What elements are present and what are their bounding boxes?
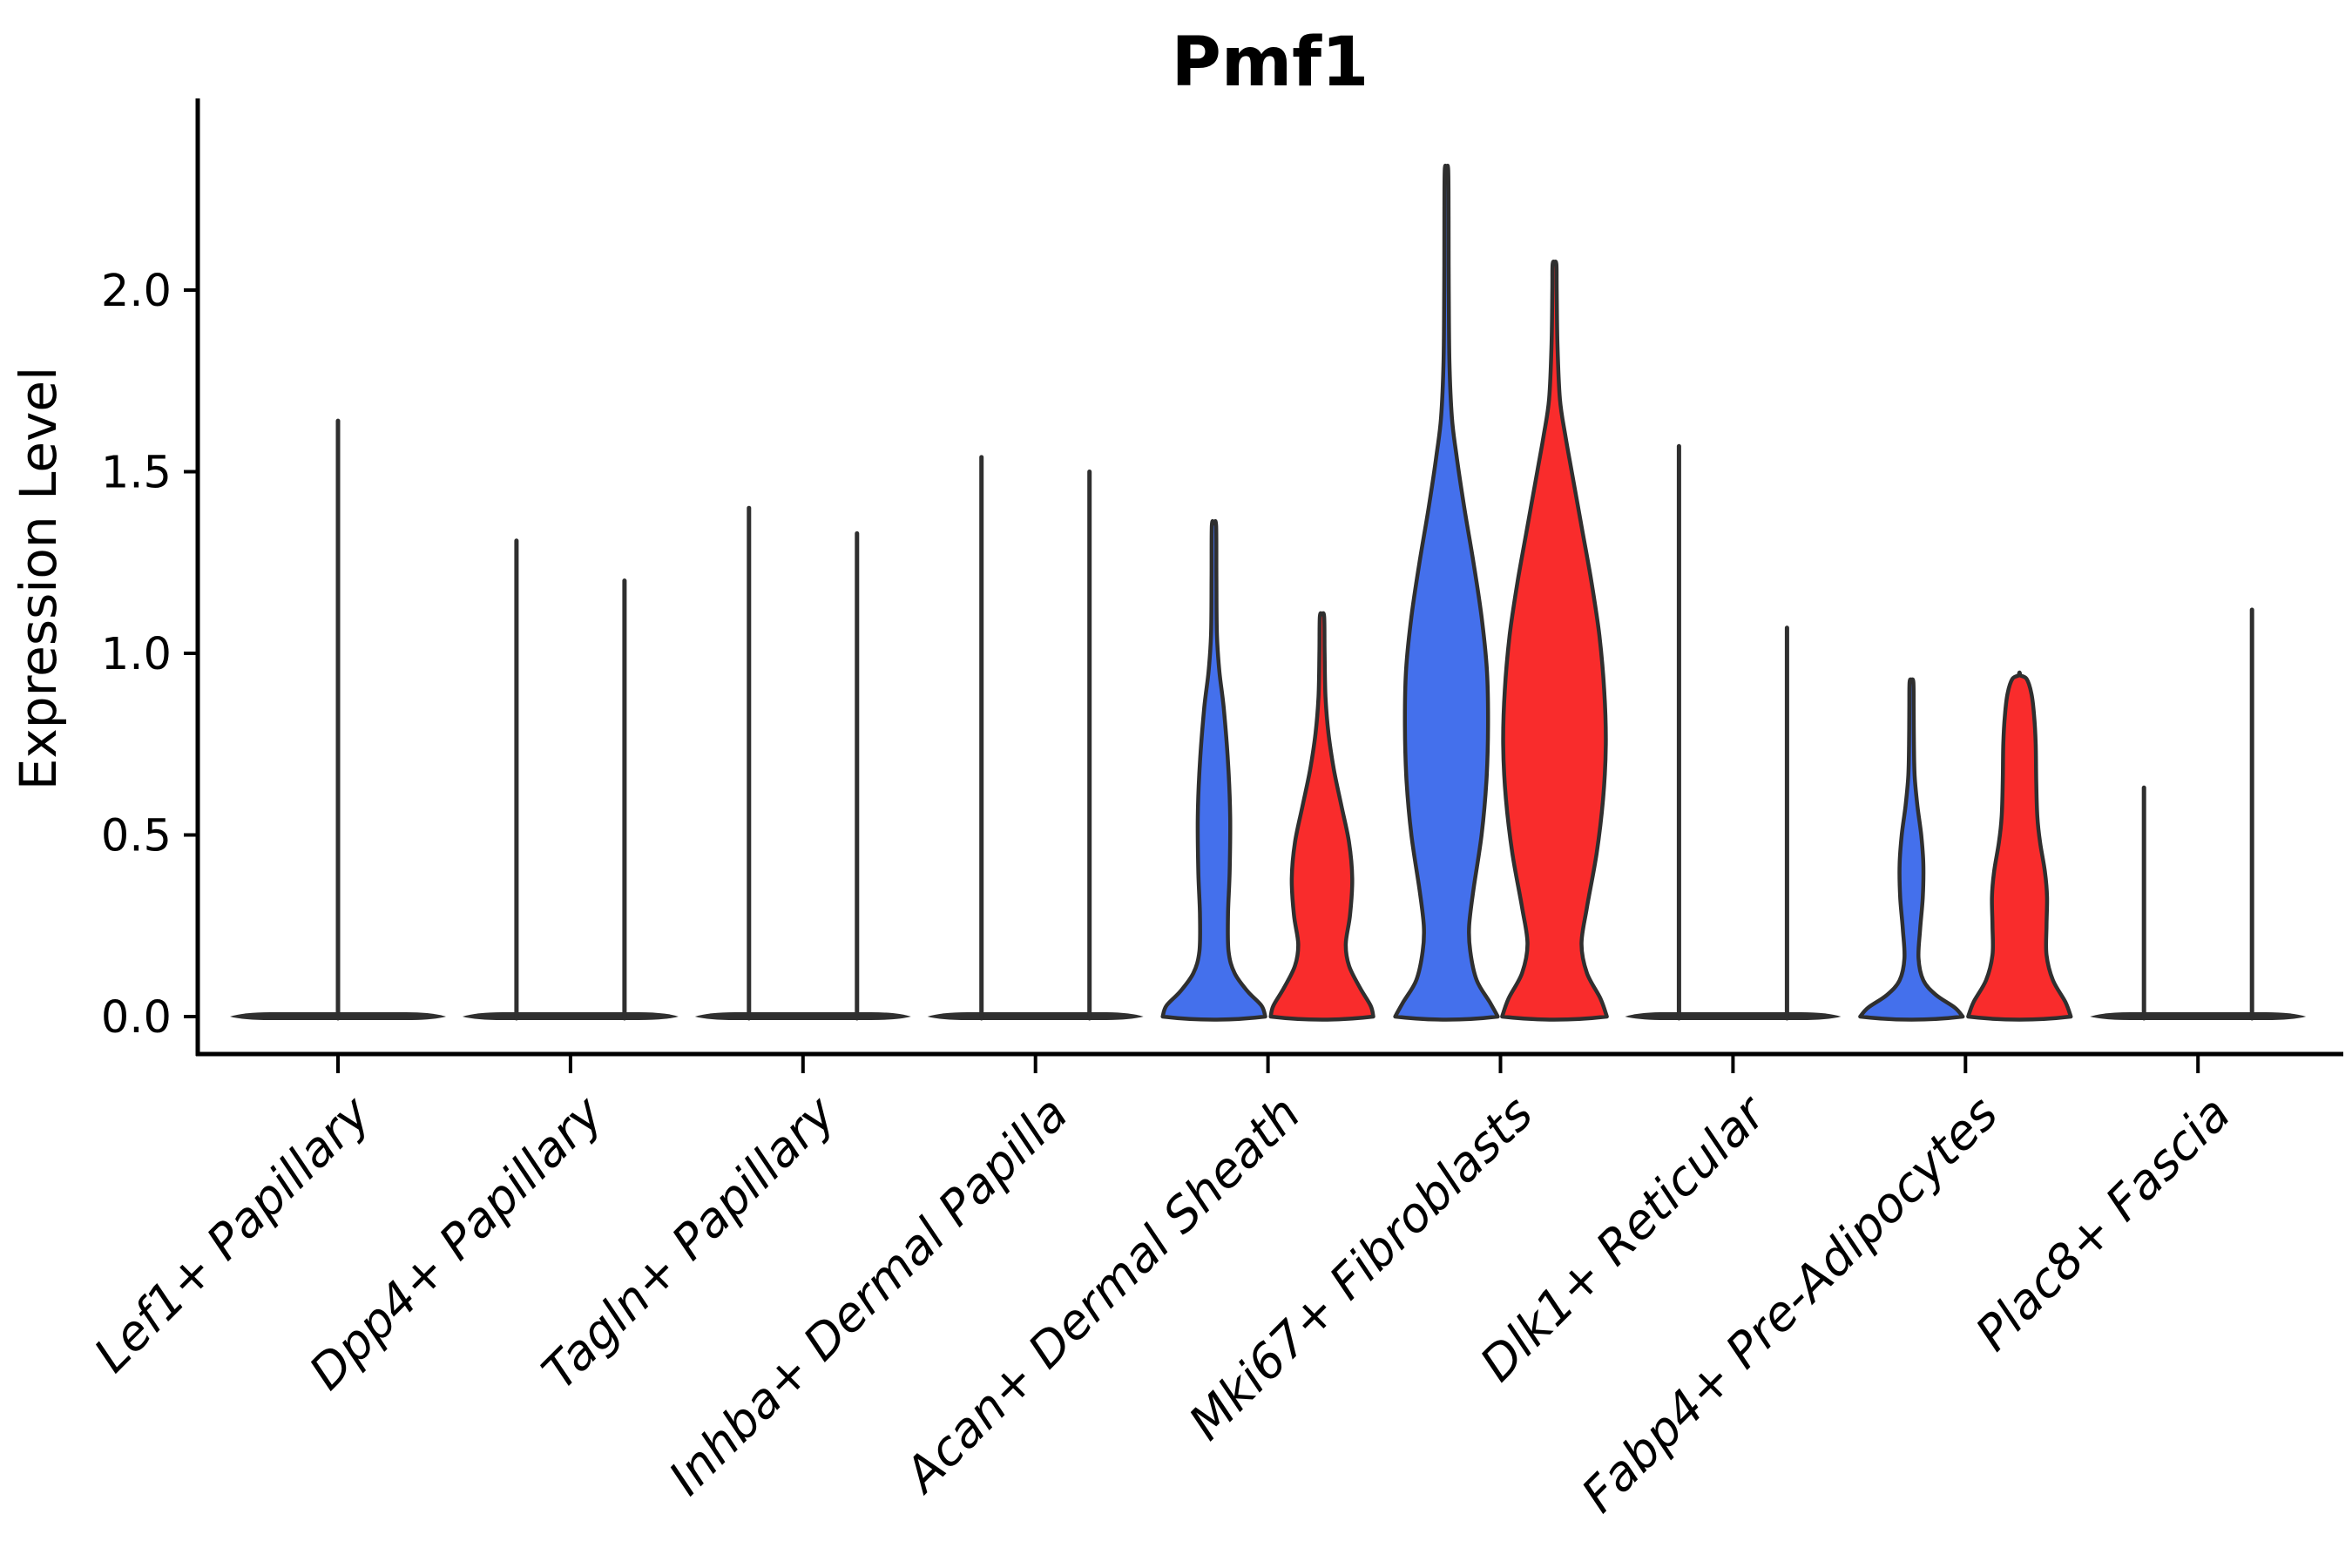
violin-category	[694, 505, 911, 1021]
violin-shape	[1966, 670, 2073, 1022]
violin-category	[927, 455, 1144, 1021]
violin-shape	[1160, 519, 1267, 1022]
violin-base-bar	[2090, 1012, 2307, 1020]
violin-shape	[1268, 611, 1375, 1022]
violin-category	[1625, 443, 1842, 1021]
violin-category	[1160, 519, 1375, 1022]
violin-shape	[1500, 260, 1609, 1022]
y-tick-label: 2.0	[101, 266, 172, 317]
violin-category	[230, 418, 446, 1021]
x-tick-label: Fabp4+ Pre-Adipocytes	[1571, 1085, 2008, 1523]
violin-category	[2090, 607, 2307, 1021]
violin-base-bar	[694, 1012, 911, 1020]
violins-layer	[230, 164, 2307, 1022]
y-axis-label: Expression Level	[9, 367, 68, 790]
chart-title: Pmf1	[1172, 24, 1369, 102]
y-tick-label: 1.0	[101, 629, 172, 680]
y-tick-label: 0.0	[101, 992, 172, 1044]
violin-base-bar	[462, 1012, 679, 1020]
x-tick-label: Inhba+ Dermal Papilla	[658, 1085, 1078, 1505]
violin-base-bar	[927, 1012, 1144, 1020]
x-tick-label: Acan+ Dermal Sheath	[892, 1085, 1311, 1504]
y-tick-label: 0.5	[101, 811, 172, 862]
violin-category	[462, 538, 679, 1021]
violin-shape	[1393, 164, 1500, 1022]
violin-base-bar	[1625, 1012, 1842, 1020]
violin-category	[1393, 164, 1609, 1022]
violin-shape	[1858, 677, 1965, 1022]
y-tick-label: 1.5	[101, 448, 172, 499]
violin-category	[1858, 670, 2073, 1022]
